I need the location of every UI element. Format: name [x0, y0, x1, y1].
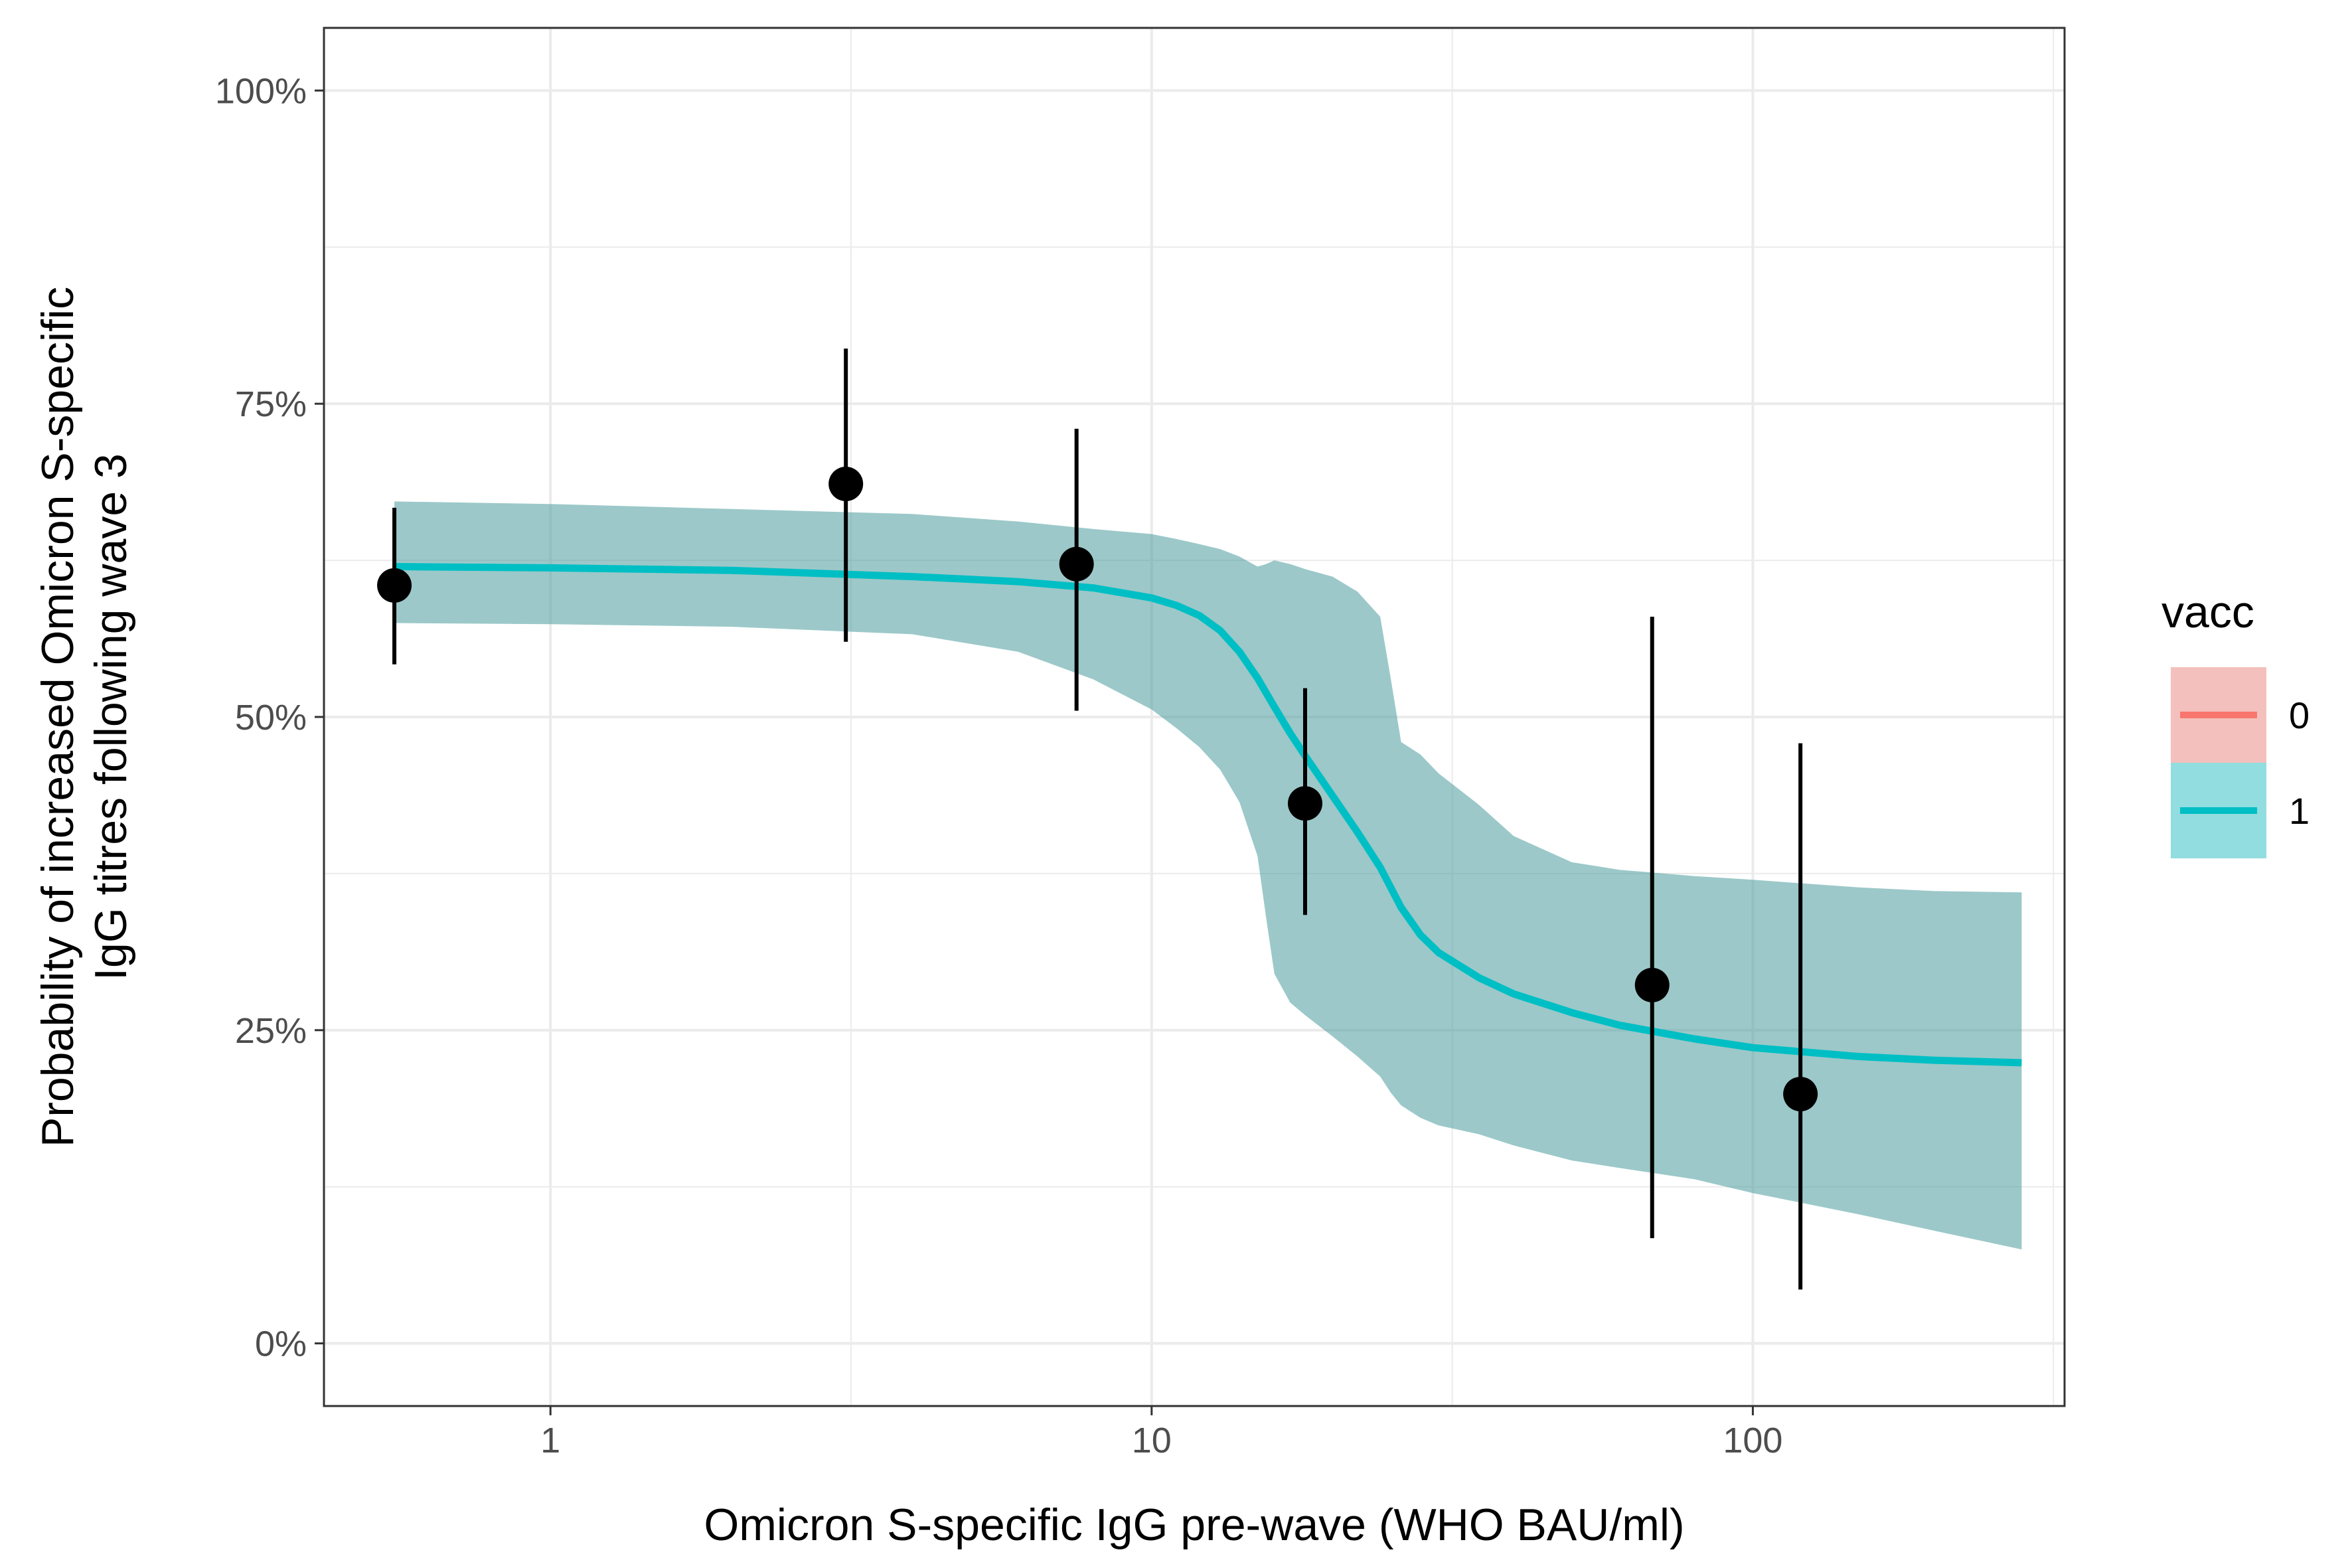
x-tick-label: 1: [540, 1421, 560, 1460]
x-axis-title: Omicron S-specific IgG pre-wave (WHO BAU…: [704, 1500, 1684, 1550]
data-point: [1783, 1077, 1818, 1111]
data-point: [377, 568, 412, 603]
data-point: [1635, 968, 1670, 1002]
data-point: [828, 467, 863, 501]
legend-label: 0: [2289, 694, 2310, 736]
data-point: [1059, 547, 1094, 582]
x-tick-label: 100: [1723, 1421, 1782, 1460]
y-tick-label: 0%: [255, 1324, 307, 1364]
x-tick-label: 10: [1132, 1421, 1172, 1460]
data-point: [1288, 786, 1322, 821]
legend-label: 1: [2289, 790, 2310, 832]
y-tick-label: 75%: [235, 384, 307, 424]
y-tick-label: 25%: [235, 1011, 307, 1051]
y-axis-title-line-2: IgG titres following wave 3: [86, 453, 136, 980]
y-axis-title-line-1: Probability of increased Omicron S-speci…: [33, 287, 83, 1147]
legend-title: vacc: [2161, 587, 2254, 637]
y-tick-label: 50%: [235, 698, 307, 738]
y-tick-label: 100%: [215, 71, 307, 111]
